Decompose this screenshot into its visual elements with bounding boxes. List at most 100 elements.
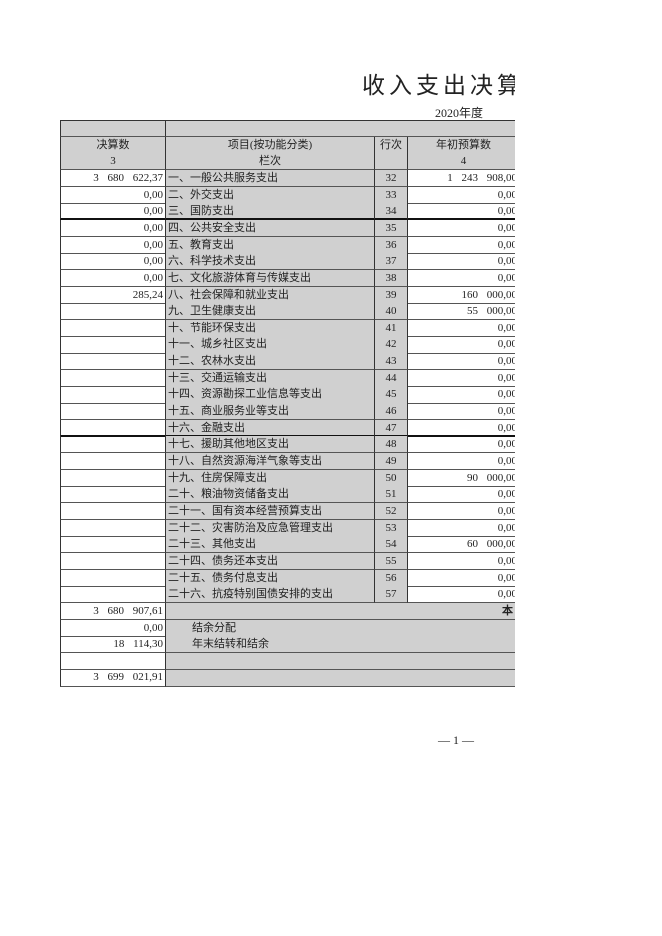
item-cell: 三、国防支出 bbox=[166, 203, 375, 221]
budget-cell: 0,00 bbox=[408, 220, 515, 238]
item-cell: 二十二、灾害防治及应急管理支出 bbox=[166, 519, 375, 537]
amount-cell: 0,00 bbox=[60, 269, 166, 287]
column-header: 决算数 bbox=[60, 136, 166, 154]
amount-cell bbox=[60, 569, 166, 587]
amount-cell bbox=[60, 586, 166, 604]
line-number: 45 bbox=[375, 386, 408, 404]
line-number: 54 bbox=[375, 536, 408, 554]
item-cell: 十、节能环保支出 bbox=[166, 319, 375, 337]
amount-cell: 285,24 bbox=[60, 286, 166, 304]
amount-cell bbox=[60, 419, 166, 437]
item-cell: 十四、资源勘探工业信息等支出 bbox=[166, 386, 375, 404]
amount-cell bbox=[60, 319, 166, 337]
line-number: 48 bbox=[375, 436, 408, 454]
amount-cell: 3 680 907,61 bbox=[60, 602, 166, 620]
item-cell: 十三、交通运输支出 bbox=[166, 369, 375, 387]
item-cell: 十七、援助其他地区支出 bbox=[166, 436, 375, 454]
amount-cell: 0,00 bbox=[60, 253, 166, 271]
amount-cell: 0,00 bbox=[60, 186, 166, 204]
item-cell: 十八、自然资源海洋气象等支出 bbox=[166, 453, 375, 471]
budget-cell: 0,00 bbox=[408, 403, 515, 421]
summary-label: 结余分配 bbox=[166, 619, 515, 637]
item-cell: 十一、城乡社区支出 bbox=[166, 336, 375, 354]
amount-cell: 0,00 bbox=[60, 236, 166, 254]
amount-cell: 3 699 021,91 bbox=[60, 669, 166, 687]
line-number: 53 bbox=[375, 519, 408, 537]
line-number: 55 bbox=[375, 552, 408, 571]
item-cell: 一、一般公共服务支出 bbox=[166, 169, 375, 188]
item-cell: 二十四、债务还本支出 bbox=[166, 552, 375, 571]
amount-cell bbox=[60, 453, 166, 471]
index-cell: 栏次 bbox=[166, 153, 375, 171]
budget-cell: 0,00 bbox=[408, 386, 515, 404]
line-number: 52 bbox=[375, 502, 408, 521]
line-number: 35 bbox=[375, 219, 408, 238]
budget-cell: 0,00 bbox=[408, 586, 515, 604]
amount-cell: 0,00 bbox=[60, 203, 166, 221]
budget-cell: 0,00 bbox=[408, 353, 515, 371]
budget-cell: 0,00 bbox=[408, 203, 515, 221]
line-number: 34 bbox=[375, 203, 408, 221]
budget-cell: 0,00 bbox=[408, 553, 515, 571]
amount-cell bbox=[60, 403, 166, 421]
item-cell: 二十六、抗疫特别国债安排的支出 bbox=[166, 586, 375, 604]
budget-cell: 0,00 bbox=[408, 420, 515, 437]
line-number: 32 bbox=[375, 169, 408, 188]
amount-cell bbox=[60, 369, 166, 387]
item-cell: 二十五、债务付息支出 bbox=[166, 569, 375, 587]
item-cell: 五、教育支出 bbox=[166, 236, 375, 254]
amount-cell bbox=[60, 536, 166, 554]
budget-cell: 0,00 bbox=[408, 503, 515, 521]
amount-cell bbox=[60, 502, 166, 521]
budget-cell: 0,00 bbox=[408, 436, 515, 454]
budget-cell: 0,00 bbox=[408, 270, 515, 287]
budget-cell: 0,00 bbox=[408, 453, 515, 471]
budget-cell: 0,00 bbox=[408, 520, 515, 537]
item-cell: 七、文化旅游体育与传媒支出 bbox=[166, 269, 375, 287]
blank-cell bbox=[166, 652, 515, 670]
line-number: 47 bbox=[375, 419, 408, 437]
line-number: 44 bbox=[375, 369, 408, 387]
budget-cell: 160 000,00 bbox=[408, 287, 515, 304]
budget-cell: 60 000,00 bbox=[408, 536, 515, 554]
budget-cell: 1 243 908,00 bbox=[408, 170, 515, 188]
line-number: 40 bbox=[375, 303, 408, 321]
line-number: 46 bbox=[375, 403, 408, 421]
amount-cell: 3 680 622,37 bbox=[60, 169, 166, 188]
item-cell: 二十、粮油物资储备支出 bbox=[166, 486, 375, 504]
column-header: 行次 bbox=[375, 136, 408, 154]
item-cell: 九、卫生健康支出 bbox=[166, 303, 375, 321]
line-number: 50 bbox=[375, 469, 408, 487]
amount-cell bbox=[60, 519, 166, 537]
amount-cell bbox=[60, 386, 166, 404]
budget-cell: 55 000,00 bbox=[408, 303, 515, 321]
item-cell: 十五、商业服务业等支出 bbox=[166, 403, 375, 421]
amount-cell bbox=[60, 552, 166, 571]
line-number: 49 bbox=[375, 453, 408, 471]
amount-cell: 18 114,30 bbox=[60, 636, 166, 654]
budget-cell: 0,00 bbox=[408, 336, 515, 354]
index-cell: 3 bbox=[60, 153, 166, 171]
line-number: 51 bbox=[375, 486, 408, 504]
header-blank bbox=[60, 120, 166, 138]
item-cell: 四、公共安全支出 bbox=[166, 219, 375, 238]
page-number: — 1 — bbox=[438, 733, 474, 747]
budget-cell: 0,00 bbox=[408, 570, 515, 587]
amount-cell: 0,00 bbox=[60, 219, 166, 238]
line-number: 36 bbox=[375, 236, 408, 254]
budget-cell: 0,00 bbox=[408, 320, 515, 337]
item-cell: 二十一、国有资本经营预算支出 bbox=[166, 502, 375, 521]
header-blank bbox=[166, 120, 515, 138]
item-cell: 十九、住房保障支出 bbox=[166, 469, 375, 487]
line-number: 56 bbox=[375, 569, 408, 587]
summary-label: 年末结转和结余 bbox=[166, 636, 515, 654]
item-cell: 十二、农林水支出 bbox=[166, 353, 375, 371]
summary-blank bbox=[166, 669, 515, 687]
line-number: 37 bbox=[375, 253, 408, 271]
line-number: 43 bbox=[375, 353, 408, 371]
budget-cell: 0,00 bbox=[408, 187, 515, 204]
amount-cell bbox=[60, 336, 166, 354]
budget-cell: 0,00 bbox=[408, 486, 515, 504]
